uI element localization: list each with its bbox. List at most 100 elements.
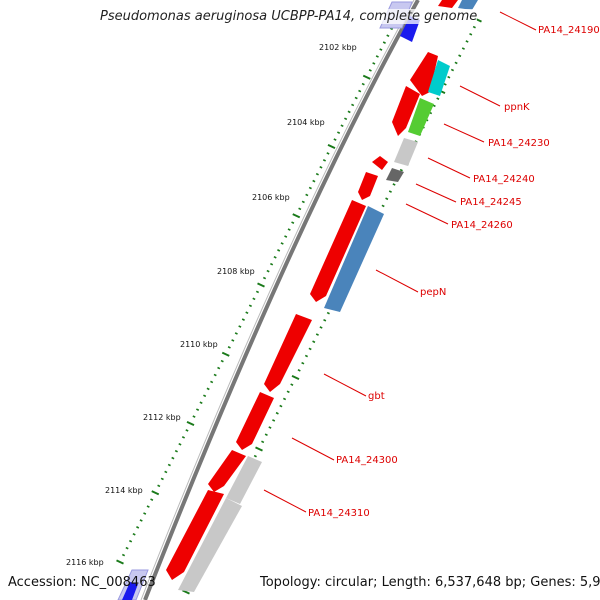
gene-labels: PA14_24190 ppnK PA14_24230 PA14_24240 PA… xyxy=(308,25,600,519)
outer-tick xyxy=(291,374,300,381)
genome-backbone-highlight xyxy=(140,0,415,600)
inner-tick xyxy=(301,200,305,204)
outer-tick xyxy=(399,168,403,172)
inner-tick xyxy=(171,456,175,460)
inner-tick xyxy=(386,34,390,38)
gene-label-pepn: pepN xyxy=(420,287,446,298)
outer-tick xyxy=(461,47,465,50)
outer-tick xyxy=(388,190,392,193)
gene-label-pa14-24245: PA14_24245 xyxy=(460,197,522,208)
inner-tick xyxy=(220,359,224,363)
outer-tick xyxy=(392,183,396,186)
forward-features xyxy=(178,60,450,592)
inner-tick xyxy=(206,387,210,391)
inner-tick xyxy=(322,159,327,162)
outer-tick xyxy=(264,433,268,437)
outer-tick xyxy=(458,54,462,58)
inner-tick xyxy=(157,484,161,488)
inner-tick xyxy=(125,546,129,550)
inner-tick xyxy=(291,221,295,224)
inner-tick xyxy=(203,394,207,398)
inner-tick xyxy=(372,62,376,65)
inner-tick xyxy=(375,55,379,58)
cds-pa14-24245 xyxy=(358,172,378,200)
inner-tick xyxy=(347,110,351,114)
outer-tick xyxy=(381,204,385,208)
gene-label-pa14-24190: PA14_24190 xyxy=(538,25,600,36)
leader-pepn xyxy=(375,269,419,293)
outer-tick xyxy=(301,361,305,365)
inner-tick xyxy=(273,255,277,259)
leader-pa14-24245 xyxy=(415,183,457,203)
inner-tick xyxy=(326,152,330,155)
outer-tick xyxy=(385,197,389,201)
gene-label-pa14-24240: PA14_24240 xyxy=(473,174,535,185)
inner-tick xyxy=(336,131,341,134)
outer-tick xyxy=(275,411,279,415)
inner-tick xyxy=(195,408,200,411)
inner-tick xyxy=(132,532,136,536)
inner-tick xyxy=(344,117,348,121)
inner-tick xyxy=(305,193,309,197)
feature-gray-3 xyxy=(178,498,242,592)
inner-tick xyxy=(340,124,344,128)
inner-tick xyxy=(238,325,242,328)
inner-tick xyxy=(333,138,337,141)
accession-text: Accession: NC_008463 xyxy=(8,575,156,590)
gene-label-ppnk: ppnK xyxy=(504,102,530,113)
inner-tick xyxy=(199,401,203,405)
inner-tick xyxy=(358,89,362,93)
outer-tick xyxy=(261,440,265,444)
outer-tick xyxy=(323,318,327,322)
feature-darkgray xyxy=(386,168,404,182)
feature-steelblue xyxy=(324,206,384,312)
outer-tick xyxy=(279,404,283,408)
inner-tick xyxy=(266,269,270,273)
gene-label-pa14-24310: PA14_24310 xyxy=(308,508,370,519)
inner-tick xyxy=(129,539,133,543)
cds-small-1 xyxy=(372,156,388,170)
tick-label-2116: 2116 kbp xyxy=(66,558,104,567)
inner-tick xyxy=(262,276,267,280)
feature-blue-bottom xyxy=(122,582,138,600)
leader-pa14-24230 xyxy=(443,123,485,143)
inner-tick xyxy=(287,228,291,231)
outer-tick xyxy=(272,419,276,422)
inner-tick xyxy=(116,559,124,565)
inner-tick xyxy=(210,380,214,384)
inner-tick xyxy=(379,48,383,51)
inner-tick xyxy=(151,490,160,496)
inner-tick xyxy=(354,96,358,100)
feature-steelblue-top xyxy=(458,0,478,10)
inner-tick xyxy=(186,420,195,427)
leader-pa14-24240 xyxy=(427,157,471,179)
outer-tick xyxy=(469,32,473,36)
cds-gbt xyxy=(264,314,312,392)
inner-tick xyxy=(160,477,164,481)
tick-label-2112: 2112 kbp xyxy=(143,413,181,422)
leader-gbt xyxy=(323,373,367,397)
inner-tick xyxy=(327,143,336,150)
gene-label-gbt: gbt xyxy=(368,391,385,402)
feature-gray-1 xyxy=(394,138,418,166)
inner-tick xyxy=(284,235,288,238)
outer-tick xyxy=(472,25,476,29)
tick-label-2102: 2102 kbp xyxy=(319,43,357,52)
gene-label-pa14-24260: PA14_24260 xyxy=(451,220,513,231)
outer-tick xyxy=(319,326,323,329)
tick-label-2110: 2110 kbp xyxy=(180,340,218,349)
cds-pepn xyxy=(310,200,366,302)
outer-tick xyxy=(290,383,294,386)
leader-pa14-24260 xyxy=(405,203,449,225)
inner-tick xyxy=(143,512,147,515)
feature-green xyxy=(408,98,434,136)
inner-tick xyxy=(150,498,154,501)
outer-tick xyxy=(268,426,272,429)
inner-tick xyxy=(213,373,217,377)
cds-features xyxy=(166,52,438,580)
inner-tick xyxy=(241,318,245,321)
leader-ppnk xyxy=(459,85,501,107)
outer-tick xyxy=(182,589,190,595)
inner-tick xyxy=(164,470,168,474)
outer-tick xyxy=(297,369,301,372)
